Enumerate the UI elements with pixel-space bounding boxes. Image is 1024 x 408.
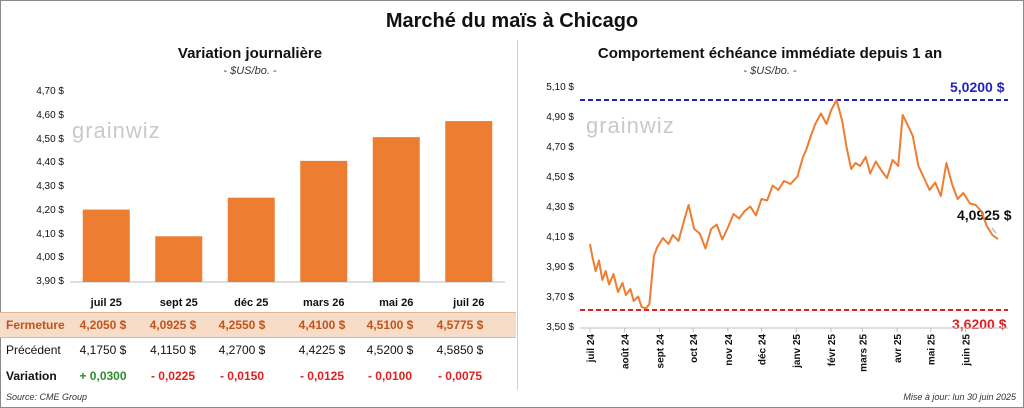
right-y-tick-label: 4,10 $ xyxy=(546,232,574,243)
right-watermark-logo: grainwiz xyxy=(586,113,675,138)
table-row-change: Variation + 0,0300 - 0,0225 - 0,0150 - 0… xyxy=(0,364,516,388)
close-cell: 4,4100 $ xyxy=(298,318,346,332)
previous-cell: 4,5850 $ xyxy=(436,343,484,357)
close-cell: 4,2550 $ xyxy=(218,318,266,332)
right-chart-unit: - $US/bo. - xyxy=(743,65,797,77)
left-y-tick-label: 4,00 $ xyxy=(36,252,64,264)
left-x-tick-label: juil 26 xyxy=(453,297,485,309)
bar xyxy=(227,197,275,282)
right-y-tick-label: 4,50 $ xyxy=(546,172,574,183)
previous-cell: 4,1750 $ xyxy=(79,343,127,357)
right-x-tick-label: mai 25 xyxy=(927,334,938,366)
left-x-tick-label: mars 26 xyxy=(302,297,345,309)
bar xyxy=(300,160,348,282)
left-y-tick-label: 3,90 $ xyxy=(36,276,64,287)
close-row-label: Fermeture xyxy=(6,318,65,332)
table-row-close: Fermeture 4,2050 $ 4,0925 $ 4,2550 $ 4,4… xyxy=(0,312,516,338)
right-x-tick-label: janv 25 xyxy=(792,334,803,369)
previous-cell: 4,4225 $ xyxy=(298,343,346,357)
left-watermark-logo: grainwiz xyxy=(72,118,161,143)
change-cell: - 0,0225 xyxy=(150,369,196,383)
left-chart-title: Variation journalière xyxy=(177,45,323,62)
right-y-tick-label: 4,70 $ xyxy=(546,142,574,153)
left-y-tick-label: 4,60 $ xyxy=(36,109,64,121)
source-note: Source: CME Group xyxy=(6,392,88,402)
right-y-tick-label: 3,70 $ xyxy=(546,292,574,303)
right-x-tick-label: sept 24 xyxy=(655,334,666,369)
close-cell: 4,5100 $ xyxy=(366,318,414,332)
change-row-label: Variation xyxy=(6,369,57,383)
left-y-tick-label: 4,30 $ xyxy=(36,181,64,192)
price-line xyxy=(589,99,999,310)
right-y-tick-label: 3,90 $ xyxy=(546,262,574,273)
change-cell: - 0,0100 xyxy=(367,369,413,383)
right-x-tick-label: nov 24 xyxy=(724,334,735,366)
last-value-leader xyxy=(991,227,997,234)
left-y-tick-label: 4,50 $ xyxy=(36,133,64,145)
previous-cell: 4,1150 $ xyxy=(150,343,196,357)
left-y-tick-label: 4,20 $ xyxy=(36,204,64,216)
left-x-tick-label: mai 26 xyxy=(379,297,414,309)
right-x-tick-label: déc 24 xyxy=(757,334,768,366)
right-x-tick-label: juin 25 xyxy=(961,334,972,367)
update-note: Mise à jour: lun 30 juin 2025 xyxy=(903,392,1016,402)
right-x-tick-label: avr 25 xyxy=(893,334,904,363)
left-y-tick-label: 4,10 $ xyxy=(36,228,64,240)
bar xyxy=(445,121,493,282)
left-x-tick-label: sept 25 xyxy=(159,297,198,309)
close-cell: 4,5775 $ xyxy=(436,318,484,332)
change-cell: - 0,0125 xyxy=(299,369,345,383)
right-x-tick-label: juil 24 xyxy=(586,334,597,364)
right-y-tick-label: 5,10 $ xyxy=(546,82,574,93)
close-cell: 4,2050 $ xyxy=(79,318,127,332)
left-x-tick-label: juil 25 xyxy=(90,297,122,309)
change-cell: - 0,0075 xyxy=(437,369,483,383)
right-y-tick-label: 4,90 $ xyxy=(546,112,574,123)
last-value-label: 4,0925 $ xyxy=(957,207,1012,223)
previous-cell: 4,5200 $ xyxy=(366,343,414,357)
previous-cell: 4,2700 $ xyxy=(218,343,266,357)
left-x-tick-label: déc 25 xyxy=(234,297,269,309)
panel-divider xyxy=(517,40,518,390)
main-title: Marché du maïs à Chicago xyxy=(385,10,639,32)
right-x-tick-label: août 24 xyxy=(621,334,632,369)
left-chart-unit: - $US/bo. - xyxy=(223,65,277,77)
right-x-tick-label: mars 25 xyxy=(858,334,869,372)
bar xyxy=(372,137,420,282)
table-row-previous: Précédent 4,1750 $ 4,1150 $ 4,2700 $ 4,4… xyxy=(0,338,516,362)
right-chart-title: Comportement échéance immédiate depuis 1… xyxy=(597,45,943,62)
high-value-label: 5,0200 $ xyxy=(950,79,1005,95)
bar xyxy=(155,236,203,282)
bar xyxy=(82,209,130,282)
close-cell: 4,0925 $ xyxy=(149,318,197,332)
previous-row-label: Précédent xyxy=(6,343,61,357)
right-y-tick-label: 4,30 $ xyxy=(546,202,574,213)
change-cell: - 0,0150 xyxy=(219,369,265,383)
left-y-tick-label: 4,70 $ xyxy=(36,86,64,97)
right-x-tick-label: oct 24 xyxy=(689,334,700,363)
left-y-tick-label: 4,40 $ xyxy=(36,157,64,169)
right-x-tick-label: févr 25 xyxy=(827,334,838,367)
change-cell: + 0,0300 xyxy=(79,369,127,383)
right-y-tick-label: 3,50 $ xyxy=(546,322,574,333)
